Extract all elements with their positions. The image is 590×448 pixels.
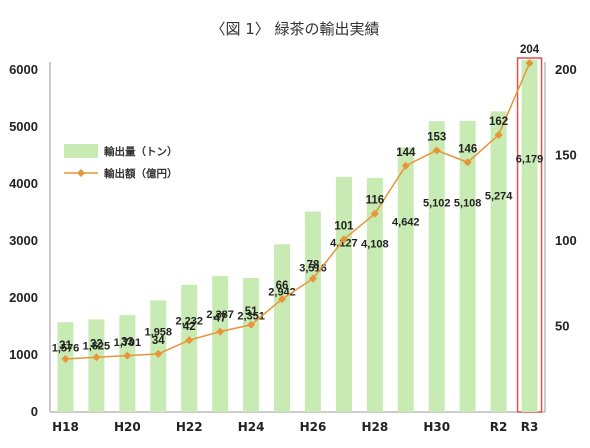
x-tick-label: H26 bbox=[300, 420, 327, 434]
line-point-marker bbox=[154, 349, 163, 358]
line-value-label: 31 bbox=[59, 340, 72, 352]
legend-line-marker bbox=[77, 169, 85, 177]
legend-line-label: 輸出額（億円） bbox=[104, 167, 178, 180]
line-value-label: 144 bbox=[396, 147, 416, 159]
bar-value-label: 6,179 bbox=[516, 153, 544, 165]
line-point-marker bbox=[432, 146, 441, 155]
line-value-label: 101 bbox=[334, 220, 354, 232]
y-left-tick-label: 2000 bbox=[9, 290, 38, 305]
x-tick-label: H24 bbox=[238, 420, 265, 434]
bar-value-label: 5,102 bbox=[423, 198, 451, 210]
x-tick-label: H20 bbox=[114, 420, 141, 434]
line-point-marker bbox=[216, 327, 225, 336]
bar-value-label: 4,127 bbox=[330, 238, 358, 250]
line-point-marker bbox=[123, 351, 132, 360]
line-point-marker bbox=[494, 130, 503, 139]
bar-value-label: 1,958 bbox=[145, 327, 173, 339]
bar bbox=[181, 284, 198, 412]
line-point-marker bbox=[278, 295, 287, 304]
y-right-tick-label: 50 bbox=[555, 319, 569, 334]
y-left-tick-label: 4000 bbox=[9, 176, 38, 191]
bar-value-label: 2,387 bbox=[206, 309, 234, 321]
bar bbox=[335, 176, 352, 412]
x-tick-label: H28 bbox=[361, 420, 388, 434]
bar-value-label: 4,108 bbox=[361, 238, 389, 250]
bar bbox=[274, 244, 291, 412]
line-value-label: 204 bbox=[520, 44, 540, 56]
bar-value-label: 2,232 bbox=[175, 315, 203, 327]
line-value-label: 146 bbox=[458, 143, 477, 155]
y-right-tick-label: 100 bbox=[555, 233, 577, 248]
line-value-label: 51 bbox=[245, 306, 258, 318]
bar-value-label: 3,516 bbox=[299, 263, 327, 275]
legend-bar-label: 輸出量（トン） bbox=[104, 145, 178, 158]
x-tick-label: R2 bbox=[490, 420, 508, 434]
bar bbox=[212, 275, 229, 412]
x-tick-label: R3 bbox=[521, 420, 539, 434]
bar bbox=[428, 121, 445, 412]
y-left-tick-label: 3000 bbox=[9, 233, 38, 248]
line-value-label: 116 bbox=[366, 195, 385, 207]
line-point-marker bbox=[525, 59, 534, 68]
bar-value-label: 4,642 bbox=[392, 216, 420, 228]
line-point-marker bbox=[61, 354, 70, 363]
bar-value-label: 5,108 bbox=[454, 197, 482, 209]
line-point-marker bbox=[463, 158, 472, 167]
line-value-label: 47 bbox=[214, 313, 227, 325]
plot-area: 0 1000 2000 3000 4000 5000 6000 50 100 150 200 1,57… bbox=[9, 44, 577, 434]
y-left-tick-label: 6000 bbox=[9, 62, 38, 77]
bar bbox=[88, 319, 105, 412]
bar-value-label: 5,274 bbox=[485, 191, 513, 203]
line-value-label: 162 bbox=[489, 116, 508, 128]
y-right-tick-label: 200 bbox=[555, 62, 577, 77]
x-tick-label: H22 bbox=[176, 420, 203, 434]
line-point-marker bbox=[247, 320, 256, 329]
line-value-label: 33 bbox=[121, 337, 134, 349]
bar-value-label: 1,701 bbox=[114, 337, 142, 349]
bar-value-label: 1,576 bbox=[52, 342, 80, 354]
bar bbox=[521, 59, 538, 413]
bar bbox=[397, 147, 414, 412]
x-tick-label: H18 bbox=[52, 420, 79, 434]
y-left-tick-label: 5000 bbox=[9, 119, 38, 134]
line-value-label: 34 bbox=[152, 335, 165, 347]
bar bbox=[119, 315, 136, 412]
line-value-label: 78 bbox=[307, 260, 320, 272]
legend: 輸出量（トン） 輸出額（億円） bbox=[64, 144, 178, 180]
series-line bbox=[65, 62, 531, 360]
line-value-label: 42 bbox=[183, 321, 196, 333]
bar bbox=[243, 277, 260, 412]
bar bbox=[304, 211, 321, 412]
line-value-label: 153 bbox=[427, 131, 446, 143]
legend-bar-swatch bbox=[64, 144, 98, 158]
y-left-tick-label: 1000 bbox=[9, 347, 38, 362]
bar bbox=[459, 120, 476, 413]
line-point-marker bbox=[401, 161, 410, 170]
bar bbox=[366, 177, 383, 412]
bar-value-label: 1,625 bbox=[83, 340, 111, 352]
chart-title: 〈図 1〉 緑茶の輸出実績 bbox=[210, 20, 379, 38]
line-point-marker bbox=[185, 336, 194, 345]
bar bbox=[57, 322, 74, 412]
x-tick-label: H30 bbox=[423, 420, 450, 434]
bar bbox=[490, 111, 507, 412]
y-left-tick-label: 0 bbox=[31, 404, 38, 419]
line-point-marker bbox=[339, 235, 348, 244]
line-value-label: 66 bbox=[276, 280, 289, 292]
line-point-marker bbox=[370, 209, 379, 218]
y-right-tick-label: 150 bbox=[555, 148, 577, 163]
line-point-marker bbox=[92, 353, 101, 362]
line-point-marker bbox=[308, 274, 317, 283]
line-value-label: 32 bbox=[90, 338, 103, 350]
